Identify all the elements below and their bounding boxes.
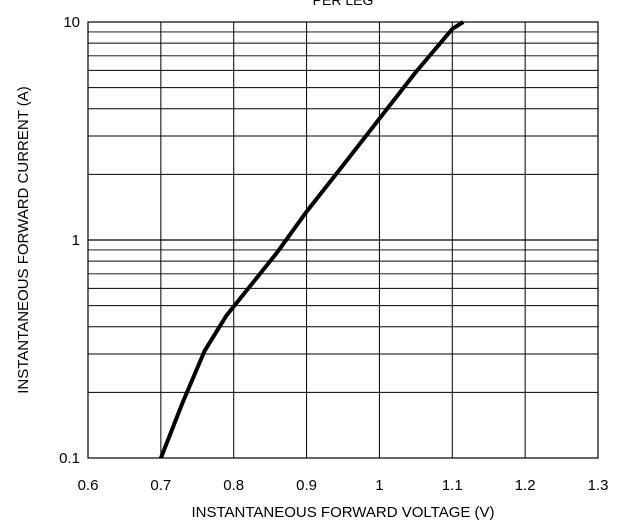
- y-axis-label: INSTANTANEOUS FORWARD CURRENT (A): [15, 86, 32, 394]
- x-tick-label: 0.7: [150, 477, 171, 494]
- x-tick-label: 1.1: [442, 477, 463, 494]
- x-axis-label: INSTANTANEOUS FORWARD VOLTAGE (V): [191, 504, 494, 521]
- x-tick-label: 0.8: [223, 477, 244, 494]
- grid-lines: [88, 22, 598, 458]
- series-line-0: [159, 20, 465, 459]
- chart-title: PER LEG: [313, 0, 374, 8]
- x-tick-label: 1: [375, 477, 383, 494]
- x-tick-label: 1.2: [515, 477, 536, 494]
- plot-frame: [87, 21, 599, 459]
- series-layer: [159, 20, 465, 459]
- x-tick-label: 0.6: [78, 477, 99, 494]
- y-tick-label: 10: [63, 14, 80, 31]
- x-tick-label: 0.9: [296, 477, 317, 494]
- y-tick-label: 0.1: [59, 450, 80, 467]
- x-tick-labels: 0.6 0.7 0.8 0.9 1 1.1 1.2 1.3: [78, 477, 609, 494]
- x-tick-label: 1.3: [588, 477, 609, 494]
- y-tick-label: 1: [72, 232, 80, 249]
- y-tick-labels: 0.1 1 10: [59, 14, 80, 467]
